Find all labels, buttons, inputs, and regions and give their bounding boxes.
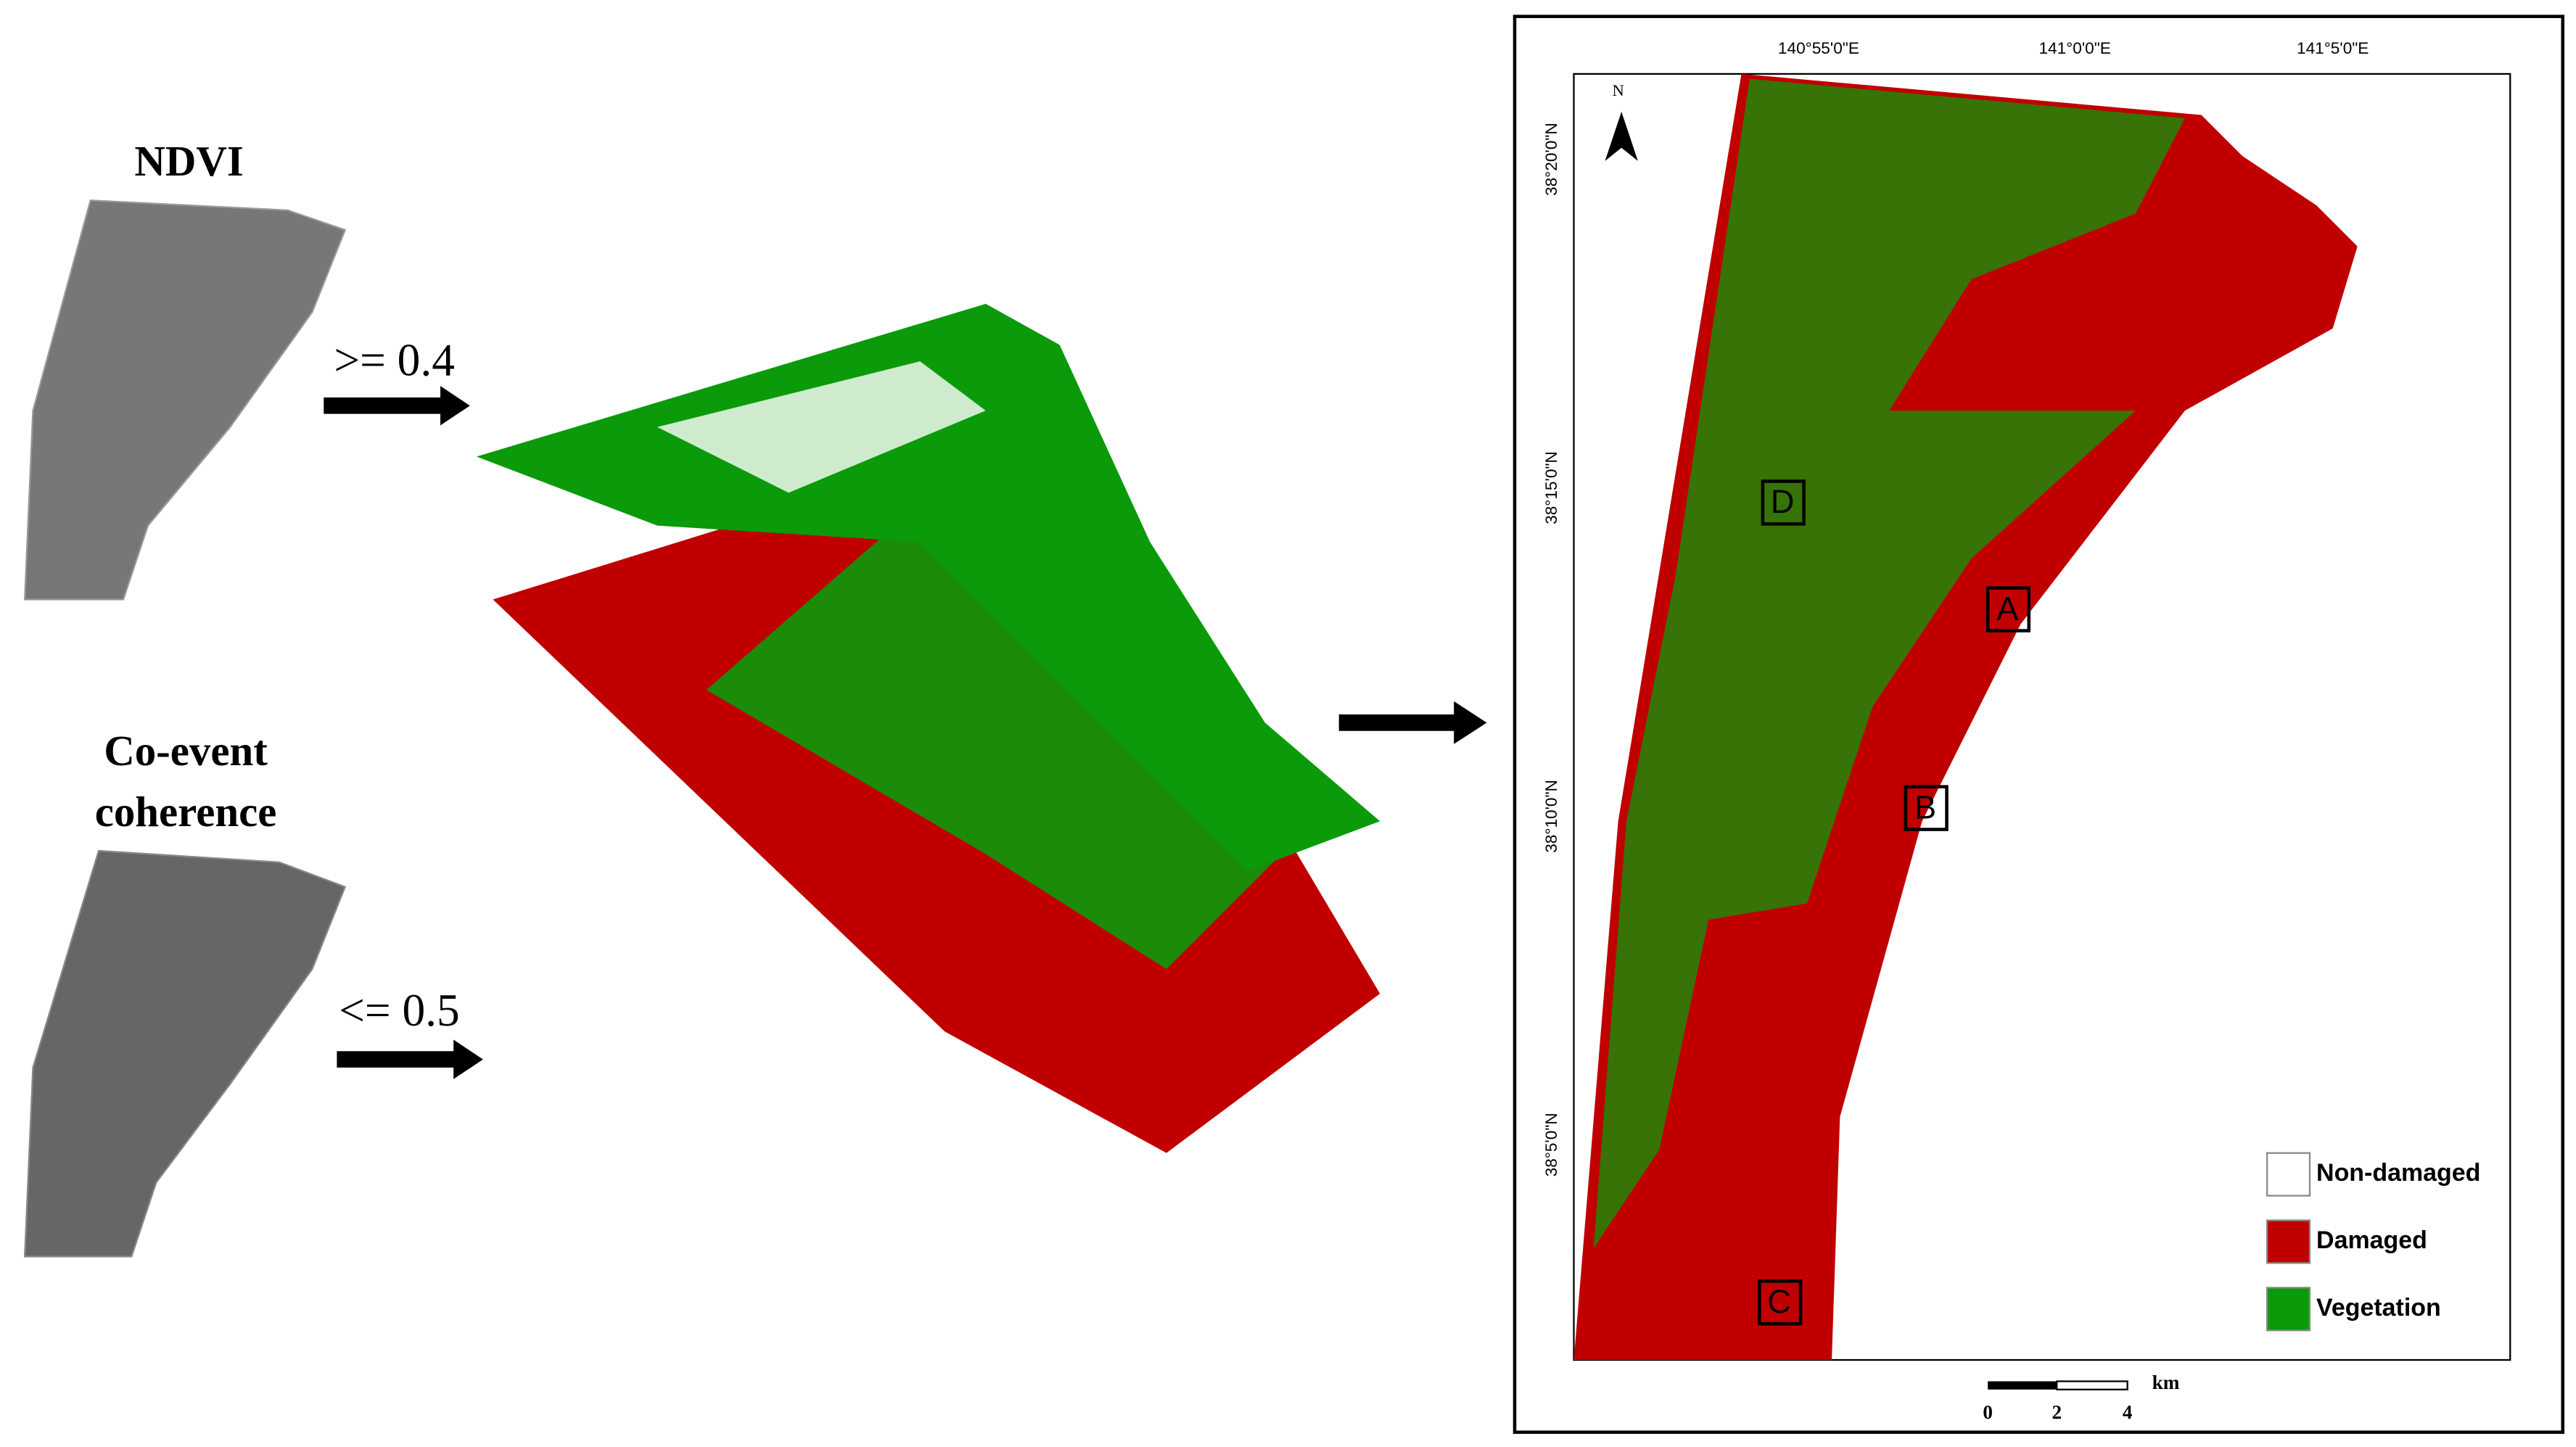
ndvi-title: NDVI — [134, 138, 243, 185]
ndvi-image — [23, 199, 347, 601]
legend-label: Damaged — [2316, 1227, 2427, 1254]
lat-label: 38°20'0"N — [1542, 123, 1560, 196]
lat-label: 38°10'0"N — [1542, 780, 1560, 853]
legend-label: Non-damaged — [2316, 1159, 2480, 1187]
site-label: B — [1914, 788, 1936, 825]
legend-swatch — [2266, 1152, 2311, 1197]
site-label: A — [1996, 590, 2019, 627]
site-label: D — [1771, 483, 1795, 520]
scale-unit: km — [2152, 1372, 2180, 1393]
coherence-title: Co-event — [104, 727, 268, 775]
site-box — [1904, 785, 1949, 831]
lon-label: 141°5'0"E — [2297, 39, 2369, 57]
coherence-title: coherence — [95, 788, 277, 836]
site-box — [1986, 586, 2031, 632]
ndvi-threshold: >= 0.4 — [334, 334, 455, 385]
scale-tick: 2 — [2052, 1401, 2062, 1423]
legend-label: Vegetation — [2316, 1294, 2441, 1322]
arrow — [337, 1039, 483, 1079]
scale-tick: 0 — [1983, 1401, 1993, 1423]
lon-label: 140°55'0"E — [1778, 39, 1859, 57]
coherence-threshold: <= 0.5 — [339, 985, 460, 1036]
coherence-image — [23, 849, 347, 1258]
north-label: N — [1612, 81, 1624, 99]
vegetation-overlap — [706, 446, 1282, 970]
north-arrow — [1605, 111, 1638, 161]
scale-tick: 4 — [2123, 1401, 2133, 1423]
site-box — [1761, 479, 1806, 526]
lat-label: 38°15'0"N — [1542, 451, 1560, 524]
lat-label: 38°5'0"N — [1542, 1113, 1560, 1176]
map-vegetation — [1593, 78, 2185, 1248]
legend-swatch — [2266, 1219, 2311, 1264]
site-label: C — [1767, 1283, 1791, 1320]
vegetation-gap — [657, 361, 986, 493]
scale-bar — [1988, 1381, 2057, 1390]
arrow — [1338, 701, 1487, 744]
site-box — [1758, 1279, 1803, 1326]
scale-bar — [2056, 1380, 2128, 1390]
legend-swatch — [2266, 1287, 2311, 1332]
arrow — [324, 386, 470, 426]
lon-label: 141°0'0"E — [2038, 39, 2110, 57]
